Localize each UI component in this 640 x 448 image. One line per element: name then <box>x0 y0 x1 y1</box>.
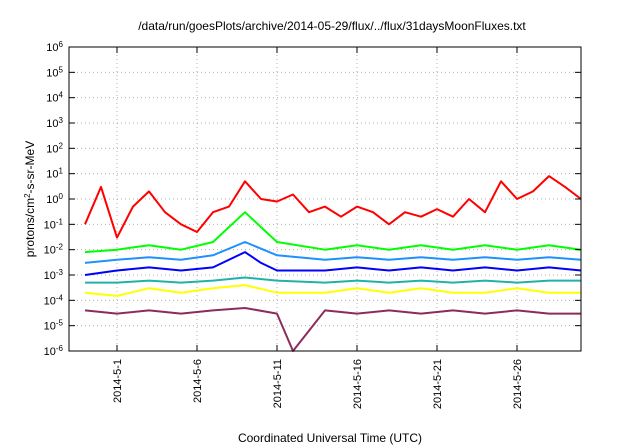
chart-title: /data/run/goesPlots/archive/2014-05-29/f… <box>138 19 526 33</box>
plot-series <box>84 175 582 352</box>
grid <box>69 47 581 351</box>
x-tick-label: 2014-5-6 <box>192 359 204 403</box>
y-axis-label-base: protons/cm <box>23 198 37 257</box>
series-line <box>85 276 581 284</box>
y-tick-label: 10-5 <box>44 318 64 333</box>
y-tick-label: 101 <box>46 166 63 181</box>
y-tick-label: 10-4 <box>44 293 64 308</box>
series-line <box>84 284 581 297</box>
x-tick-label: 2014-5-16 <box>352 359 364 409</box>
series-line <box>84 175 582 239</box>
x-axis: 2014-5-1 2014-5-6 2014-5-11 2014-5-16 2014-5… <box>112 47 524 409</box>
y-tick-label: 10-1 <box>44 217 64 232</box>
y-axis: 10-6 10-5 10-4 10-3 10-2 10-1 100 101 102 103 104 1… <box>44 40 581 359</box>
y-axis-label-sup: 2 <box>23 193 32 198</box>
y-axis-label-rest: -s-sr-MeV <box>23 141 37 194</box>
series-line <box>84 307 581 352</box>
x-tick-label: 2014-5-1 <box>112 359 124 403</box>
y-tick-label: 104 <box>46 90 63 105</box>
y-tick-label: 100 <box>46 192 63 207</box>
x-tick-label: 2014-5-26 <box>512 359 524 409</box>
series-line <box>84 251 582 276</box>
y-axis-label: protons/cm2-s-sr-MeV <box>23 141 38 257</box>
series-line <box>84 241 582 264</box>
y-tick-label: 106 <box>46 40 63 55</box>
y-tick-label: 105 <box>46 65 63 80</box>
x-tick-label: 2014-5-11 <box>272 359 284 408</box>
x-tick-label: 2014-5-21 <box>432 359 444 409</box>
series-line <box>84 211 582 254</box>
x-axis-label: Coordinated Universal Time (UTC) <box>238 431 422 445</box>
y-tick-label: 10-3 <box>44 268 64 283</box>
y-tick-label: 102 <box>46 141 63 156</box>
y-tick-label: 10-2 <box>44 242 64 257</box>
y-tick-label: 10-6 <box>44 344 64 359</box>
y-tick-label: 103 <box>46 116 63 131</box>
